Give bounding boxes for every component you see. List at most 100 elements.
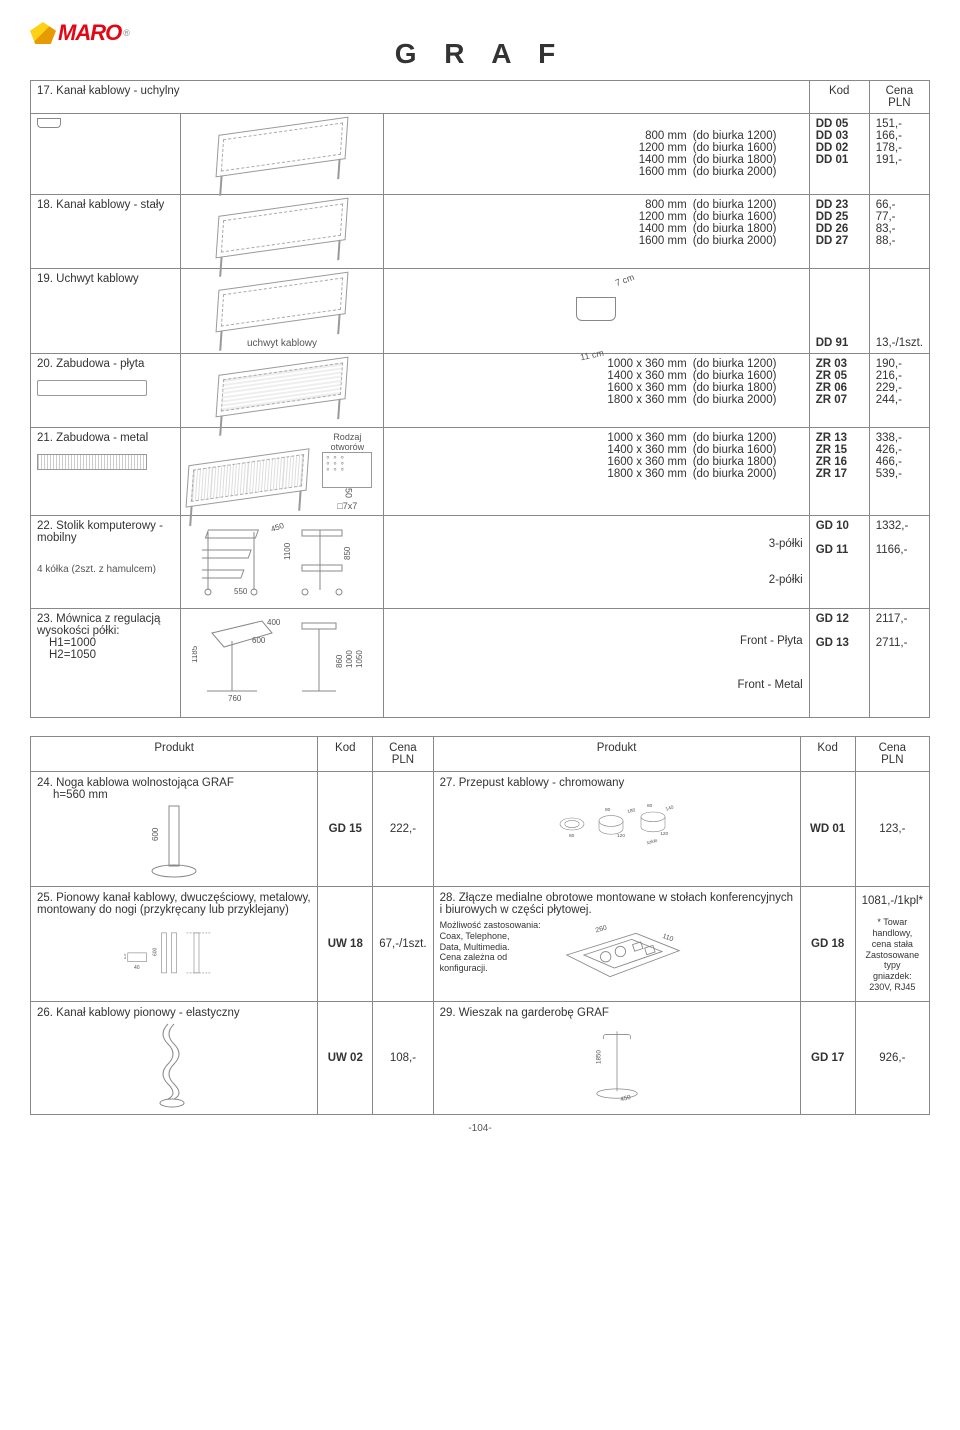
lectern-icon: 1185 760 400 600 860 1000 1050 (192, 613, 372, 703)
cable-spine-icon (154, 1019, 194, 1109)
section-20: 20. Zabudowa - płyta 1000 x 360 mm(do bi… (31, 354, 930, 428)
svg-text:szkło: szkło (646, 838, 658, 847)
p27-kod: WD 01 (800, 772, 855, 887)
svg-text:80: 80 (605, 807, 611, 813)
spec-row: 1000 x 360 mm(do biurka 1200) (390, 358, 803, 370)
bh-kod-l: Kod (318, 737, 373, 772)
svg-text:120: 120 (617, 833, 625, 839)
spec-row: 1600 mm(do biurka 2000) (390, 166, 803, 178)
section-17-label: 17. Kanał kablowy - uchylny (31, 81, 810, 114)
svg-text:760: 760 (228, 694, 242, 703)
section-18-label: 18. Kanał kablowy - stały (31, 195, 181, 269)
spec-row: 1200 mm(do biurka 1600) (390, 142, 803, 154)
holes-pattern-icon: ∘ ∘ ∘∘ ∘ ∘∘ ∘ ∘ (322, 452, 372, 488)
cable-holder-icon (576, 297, 616, 321)
svg-text:1050: 1050 (355, 650, 364, 668)
desk-diagram-icon (216, 117, 349, 178)
grommet-icon: 80 80 120 180 80 140 120 szkło (557, 789, 677, 859)
vertical-channel-icon: 25 40 600 (124, 916, 224, 996)
section-22-label: 22. Stolik komputerowy - mobilny (37, 520, 174, 544)
header-kod: Kod (809, 81, 869, 114)
bh-produkt-r: Produkt (433, 737, 800, 772)
spec-row: 1600 mm(do biurka 2000) (390, 235, 803, 247)
variant-front-plyta: Front - Płyta (390, 635, 803, 647)
section-23: 23. Mównica z regulacją wysokości półki:… (31, 609, 930, 718)
svg-text:180: 180 (626, 807, 636, 815)
svg-text:600: 600 (153, 947, 159, 956)
svg-text:25: 25 (124, 953, 127, 959)
p24-kod: GD 15 (318, 772, 373, 887)
desk-diagram-icon (216, 198, 349, 259)
section-18: 18. Kanał kablowy - stały 800 mm(do biur… (31, 195, 930, 269)
bh-kod-r: Kod (800, 737, 855, 772)
holder-note: uchwyt kablowy (187, 338, 377, 349)
spec-row: 1600 x 360 mm(do biurka 1800) (390, 456, 803, 468)
section-21: 21. Zabudowa - metal Rodzaj otworów ∘ ∘ … (31, 428, 930, 516)
p28-footnote: * Towar handlowy, cena stała Zastosowane… (862, 917, 923, 993)
spec-row: 1400 mm(do biurka 1800) (390, 223, 803, 235)
section-19-label: 19. Uchwyt kablowy (31, 269, 181, 354)
p24-title: 24. Noga kablowa wolnostojąca GRAF (37, 777, 311, 789)
computer-trolley-icon: 450 550 1100 850 (202, 520, 362, 600)
leg-icon: 600 (144, 801, 204, 881)
spec-row: 1000 x 360 mm(do biurka 1200) (390, 432, 803, 444)
p29-title: 29. Wieszak na garderobę GRAF (440, 1007, 794, 1019)
variant-3shelf: 3-półki (390, 538, 803, 550)
section-22: 22. Stolik komputerowy - mobilny 4 kółka… (31, 516, 930, 609)
coat-rack-icon: 1850 450 (582, 1019, 652, 1109)
spec-row: 1400 mm(do biurka 1800) (390, 154, 803, 166)
svg-text:1100: 1100 (283, 542, 292, 560)
registered-icon: ® (123, 28, 130, 38)
section-23-h2: H2=1050 (49, 649, 174, 661)
p26-kod: UW 02 (318, 1002, 373, 1115)
spec-row: 1200 mm(do biurka 1600) (390, 211, 803, 223)
section-17-body: 800 mm(do biurka 1200)1200 mm(do biurka … (31, 114, 930, 195)
p29-cena: 926,- (855, 1002, 929, 1115)
svg-text:40: 40 (134, 965, 140, 971)
p25-kod: UW 18 (318, 887, 373, 1002)
section-19: 19. Uchwyt kablowy uchwyt kablowy 7 cm 1… (31, 269, 930, 354)
p28-desc: Możliwość zastosowania: Coax, Telephone,… (440, 920, 550, 974)
holes-dim-7x7: □7x7 (318, 501, 377, 511)
svg-text:860: 860 (335, 654, 344, 668)
p24-cena: 222,- (373, 772, 433, 887)
svg-text:450: 450 (270, 521, 286, 534)
panel-perf-icon (37, 454, 147, 470)
section-23-label: 23. Mównica z regulacją wysokości półki: (37, 613, 174, 637)
spec-row: 1600 x 360 mm(do biurka 1800) (390, 382, 803, 394)
svg-text:1185: 1185 (192, 645, 199, 663)
svg-text:1850: 1850 (595, 1050, 602, 1064)
svg-text:600: 600 (151, 827, 160, 841)
p28-cena: 1081,-/1kpl* (862, 895, 923, 907)
svg-text:400: 400 (267, 618, 281, 627)
p29-kod: GD 17 (800, 1002, 855, 1115)
variant-front-metal: Front - Metal (390, 679, 803, 691)
svg-text:260: 260 (594, 924, 607, 934)
svg-text:80: 80 (647, 803, 653, 809)
p27-cena: 123,- (855, 772, 929, 887)
desk-diagram-icon (216, 272, 349, 333)
holder-dim-h: 7 cm (614, 272, 636, 288)
header-cena: Cena PLN (869, 81, 929, 114)
section-21-label: 21. Zabudowa - metal (37, 432, 174, 444)
svg-text:600: 600 (252, 636, 266, 645)
spec-row: 1800 x 360 mm(do biurka 2000) (390, 468, 803, 480)
bh-cena-r: Cena PLN (855, 737, 929, 772)
page-title: G R A F (30, 38, 930, 70)
variant-2shelf: 2-półki (390, 574, 803, 586)
spec-row: 1400 x 360 mm(do biurka 1600) (390, 370, 803, 382)
spec-row: 800 mm(do biurka 1200) (390, 199, 803, 211)
catalog-table-bottom: Produkt Kod Cena PLN Produkt Kod Cena PL… (30, 736, 930, 1115)
p26-cena: 108,- (373, 1002, 433, 1115)
panel-plain-icon (37, 380, 147, 396)
brand-name: MARO (58, 20, 121, 45)
bh-cena-l: Cena PLN (373, 737, 433, 772)
svg-text:120: 120 (660, 831, 668, 837)
p27-title: 27. Przepust kablowy - chromowany (440, 777, 794, 789)
svg-text:850: 850 (343, 546, 352, 560)
s19-cena: 13,-/1szt. (869, 269, 929, 354)
logo-diamond-icon (30, 22, 56, 44)
s19-kod: DD 91 (809, 269, 869, 354)
p25-title: 25. Pionowy kanał kablowy, dwuczęściowy,… (37, 892, 311, 916)
spec-row: 1800 x 360 mm(do biurka 2000) (390, 394, 803, 406)
